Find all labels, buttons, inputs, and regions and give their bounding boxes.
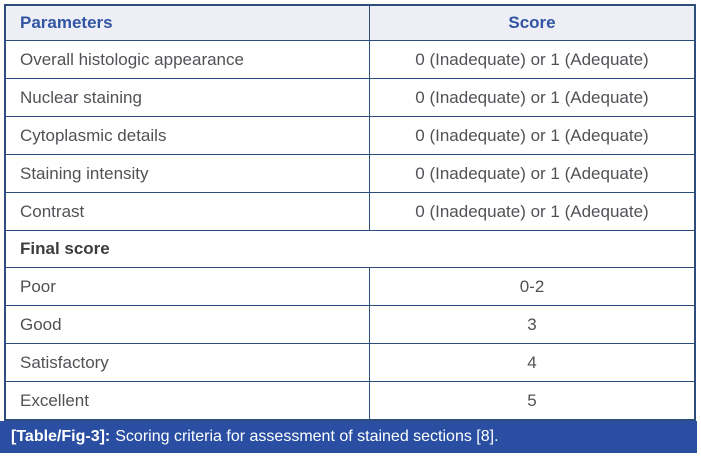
score-cell: 0-2 [519, 276, 545, 296]
param-cell: Poor [6, 268, 370, 305]
header-parameters: Parameters [6, 6, 370, 40]
param-cell: Satisfactory [6, 344, 370, 381]
table-header-row: Parameters Score [6, 6, 694, 40]
table-row: Staining intensity 0 (Inadequate) or 1 (… [6, 154, 694, 192]
param-cell: Cytoplasmic details [6, 117, 370, 154]
table-row: Good 3 [6, 305, 694, 343]
score-cell: 0 (Inadequate) or 1 (Adequate) [415, 125, 649, 145]
param-cell: Excellent [6, 382, 370, 419]
score-cell: 0 (Inadequate) or 1 (Adequate) [415, 163, 649, 183]
score-cell: 0 (Inadequate) or 1 (Adequate) [415, 87, 649, 107]
caption-text: Scoring criteria for assessment of stain… [115, 428, 499, 445]
table-row: Poor 0-2 [6, 267, 694, 305]
param-cell: Staining intensity [6, 155, 370, 192]
scoring-criteria-table: Parameters Score Overall histologic appe… [4, 4, 696, 421]
score-cell: 0 (Inadequate) or 1 (Adequate) [415, 201, 649, 221]
score-cell: 3 [527, 314, 537, 334]
table-row: Excellent 5 [6, 381, 694, 419]
score-cell: 0 (Inadequate) or 1 (Adequate) [415, 49, 649, 69]
table-caption-bar: [Table/Fig-3]: Scoring criteria for asse… [0, 421, 697, 453]
table-row: Satisfactory 4 [6, 343, 694, 381]
score-cell: 4 [527, 352, 537, 372]
param-cell: Contrast [6, 193, 370, 230]
header-score: Score [508, 13, 556, 32]
table-row: Contrast 0 (Inadequate) or 1 (Adequate) [6, 192, 694, 230]
table-row: Nuclear staining 0 (Inadequate) or 1 (Ad… [6, 78, 694, 116]
final-score-section-label: Final score [20, 239, 110, 258]
table-row: Overall histologic appearance 0 (Inadequ… [6, 40, 694, 78]
score-cell: 5 [527, 390, 537, 410]
final-score-section-row: Final score [6, 230, 694, 267]
caption-figure-label: [Table/Fig-3]: [11, 428, 111, 445]
param-cell: Overall histologic appearance [6, 41, 370, 78]
param-cell: Good [6, 306, 370, 343]
param-cell: Nuclear staining [6, 79, 370, 116]
table-row: Cytoplasmic details 0 (Inadequate) or 1 … [6, 116, 694, 154]
